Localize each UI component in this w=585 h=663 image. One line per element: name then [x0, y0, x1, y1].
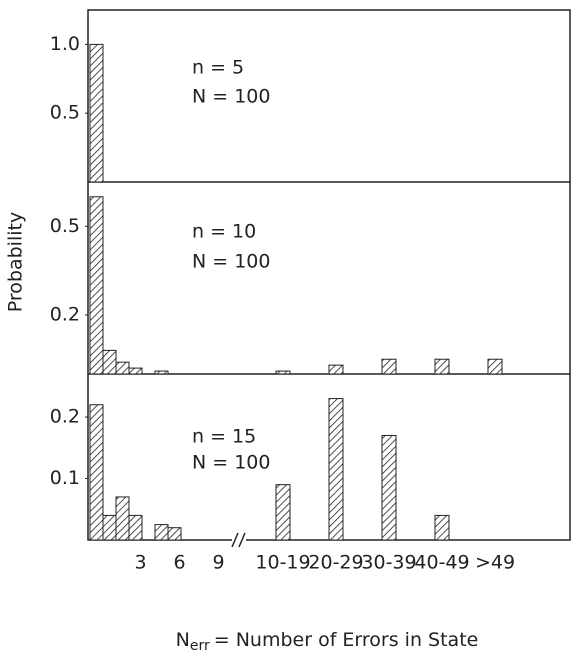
y-tick-label: 0.1	[50, 467, 80, 489]
bar	[115, 496, 130, 541]
x-tick-label: 3	[134, 552, 146, 574]
x-axis-label: Nerr = Number of Errors in State	[176, 629, 479, 655]
y-tick-label: 0.2	[50, 303, 80, 325]
bar	[102, 514, 117, 541]
x-tick-label: 9	[212, 552, 224, 574]
bar	[275, 370, 291, 375]
x-tick-label: 20-29	[308, 552, 363, 574]
bar	[154, 370, 169, 375]
x-label-sub: err	[190, 638, 210, 654]
annotation: N = 100	[192, 86, 270, 108]
y-tick-label: 0.2	[50, 406, 80, 428]
bar	[89, 196, 104, 375]
bar	[102, 349, 117, 375]
annotation: n = 10	[192, 221, 256, 243]
annotation: n = 5	[192, 57, 244, 79]
x-tick-label: >49	[475, 552, 515, 574]
annotation: N = 100	[192, 452, 270, 474]
y-axis-label: Probability	[5, 212, 27, 312]
bar	[167, 527, 182, 541]
y-tick-label: 0.5	[50, 102, 80, 124]
x-tick-label: 30-39	[361, 552, 416, 574]
bar	[328, 398, 344, 541]
bar	[381, 358, 397, 375]
bar	[275, 484, 291, 541]
bar	[487, 358, 503, 375]
bar	[154, 524, 169, 541]
bar	[89, 404, 104, 541]
y-tick-label: 1.0	[50, 33, 80, 55]
x-tick-label: 6	[173, 552, 185, 574]
x-label-rest: = Number of Errors in State	[214, 629, 479, 651]
bar	[381, 434, 397, 541]
x-tick-label: 10-19	[255, 552, 310, 574]
bar	[115, 361, 130, 375]
bar	[434, 358, 450, 375]
x-label-main: N	[176, 629, 190, 651]
bar	[328, 364, 344, 375]
x-tick-label: 40-49	[414, 552, 469, 574]
y-tick-label: 0.5	[50, 215, 80, 237]
bar	[89, 43, 104, 183]
annotation: n = 15	[192, 426, 256, 448]
bar	[128, 514, 143, 541]
bar	[434, 514, 450, 541]
axis-break	[231, 532, 246, 548]
bar	[128, 367, 143, 375]
annotation: N = 100	[192, 251, 270, 273]
